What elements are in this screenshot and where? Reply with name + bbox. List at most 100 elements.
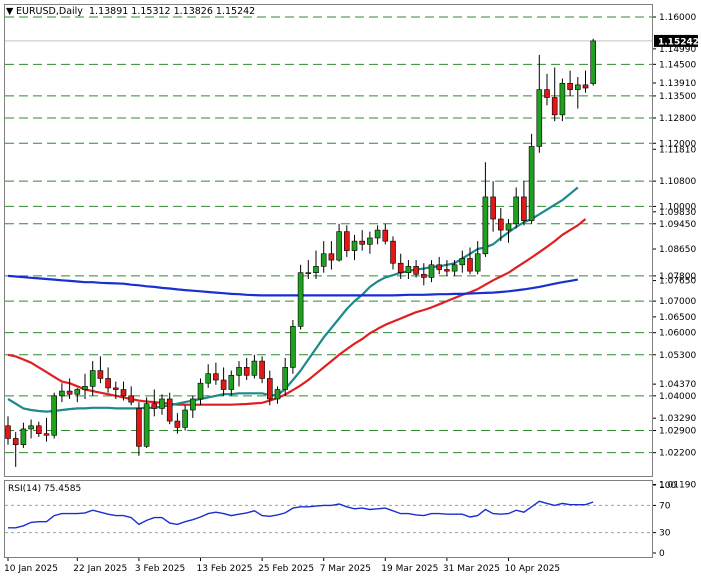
price-tick-label: 1.06000 [659, 329, 696, 339]
candle-body [474, 253, 481, 272]
candle-body [513, 196, 520, 225]
candle [213, 362, 219, 385]
candle [128, 386, 134, 406]
time-tick-label: 10 Apr 2025 [505, 564, 561, 574]
rsi-tick-label: 30 [659, 529, 671, 539]
candle [590, 38, 597, 86]
candle [582, 70, 589, 93]
candle-body [28, 425, 34, 430]
candle [12, 432, 19, 467]
collapse-marker-icon[interactable]: ▼ [6, 6, 14, 17]
candle-body [159, 398, 165, 409]
candle-body [574, 84, 581, 90]
candle [220, 367, 227, 396]
candle [43, 417, 50, 442]
candle [505, 219, 512, 243]
last-price-badge [654, 34, 698, 47]
moving-average-line [7, 274, 578, 297]
candle-body [313, 266, 319, 273]
price-levels [5, 16, 652, 454]
candle-body [343, 231, 350, 251]
candle [120, 381, 127, 401]
candle [536, 54, 543, 153]
rsi-label: RSI(14) 75.4585 [8, 484, 81, 494]
time-tick-label: 22 Jan 2025 [73, 564, 127, 574]
candle [551, 67, 558, 122]
candle-body [59, 390, 65, 397]
candle-body [236, 367, 242, 376]
candle-body [544, 89, 550, 98]
candles [5, 38, 597, 467]
candle-body [12, 438, 19, 446]
candle [20, 422, 27, 448]
candle [544, 73, 550, 106]
candle-body [274, 389, 281, 400]
candle [521, 181, 527, 226]
candle-body [305, 272, 312, 274]
candle [343, 225, 350, 257]
candle-body [120, 389, 127, 397]
time-tick-label: 10 Jan 2025 [4, 564, 58, 574]
symbol-label: EURUSD,Daily [16, 6, 83, 17]
candle-body [374, 229, 381, 239]
candle [436, 256, 443, 275]
candle-body [197, 382, 204, 400]
candle-body [590, 40, 597, 84]
time-tick-label: 19 Mar 2025 [381, 564, 438, 574]
candle-body [128, 395, 134, 403]
candle-body [297, 272, 304, 327]
candle [336, 223, 342, 262]
candle [513, 187, 520, 229]
candle-body [436, 264, 443, 270]
candle [374, 225, 381, 245]
time-tick-label: 31 Mar 2025 [443, 564, 500, 574]
chart-header: ▼ EURUSD,Daily 1.13891 1.15312 1.13826 1… [6, 6, 255, 17]
candle-body [82, 386, 88, 390]
candle [467, 247, 473, 275]
candle-body [51, 395, 58, 436]
candle-body [190, 398, 196, 411]
candle [444, 260, 450, 276]
candle [320, 241, 327, 273]
candle [313, 250, 319, 280]
candle [451, 260, 458, 276]
candle [266, 370, 273, 406]
candle-body [213, 373, 219, 381]
candle-body [482, 196, 489, 255]
candle-body [582, 84, 589, 89]
price-tick-label: 1.09830 [659, 208, 696, 218]
rsi-pane-frame [4, 480, 653, 558]
candle-body [459, 258, 466, 266]
price-tick-label: 1.06500 [659, 313, 696, 323]
candle [328, 241, 335, 270]
candle-body [405, 266, 412, 273]
candle-body [105, 378, 111, 389]
candle [305, 260, 312, 280]
candle-body [559, 82, 566, 116]
candle-body [397, 262, 404, 273]
candle [397, 253, 404, 280]
candle [251, 354, 258, 379]
candle-body [413, 266, 419, 275]
price-tick-label: 1.03290 [659, 414, 696, 424]
time-tick-label: 13 Feb 2025 [197, 564, 253, 574]
candle [420, 263, 427, 286]
candle-body [351, 240, 358, 251]
candle [567, 70, 573, 96]
candle-body [74, 389, 81, 395]
candle [35, 421, 42, 437]
price-axis: 1.16000 1.14990 1.14500 1.13910 1.13500 1.128… [652, 13, 699, 491]
candle-body [428, 264, 435, 278]
price-tick-label: 1.07650 [659, 277, 696, 287]
time-axis: 10 Jan 2025 22 Jan 2025 3 Feb 2025 13 Feb 2… [4, 557, 560, 574]
candle-body [243, 367, 250, 376]
price-tick-label: 1.14990 [659, 45, 696, 55]
price-tick-label: 1.16000 [659, 13, 696, 23]
price-tick-label: 1.07000 [659, 297, 696, 307]
candle-body [251, 360, 258, 376]
candle [59, 383, 65, 403]
candle [113, 381, 119, 399]
candle [89, 361, 96, 396]
